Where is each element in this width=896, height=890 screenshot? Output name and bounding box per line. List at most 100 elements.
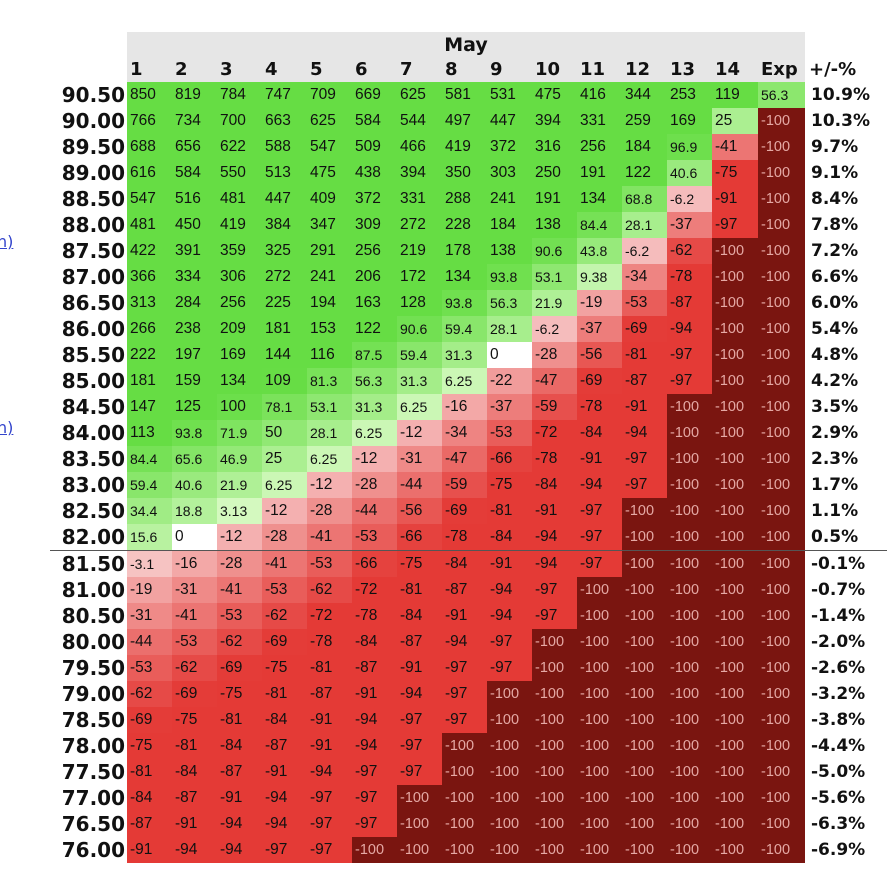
heatmap-cell: 78.1 [262,394,307,420]
heatmap-cell: -97 [397,733,442,759]
heatmap-cell: -100 [622,811,667,837]
heatmap-cell: 81.3 [307,368,352,394]
heatmap-cell: -100 [577,733,622,759]
heatmap-cell: 21.9 [217,472,262,498]
heatmap-cell: -12 [352,446,397,472]
heatmap-cell: -37 [487,394,532,420]
heatmap-cell: -84 [532,472,577,498]
price-row: 84.00 113 93.8 71.9 50 28.1 6.25 -12 -34 -53 -72 -8… [50,420,887,446]
pct-change-label: 3.5% [805,394,887,420]
corner-blank [50,32,127,56]
heatmap-cell: -100 [577,785,622,811]
heatmap-cell: 309 [352,212,397,238]
heatmap-cell: 497 [442,108,487,134]
heatmap-cell: 306 [217,264,262,290]
heatmap-cell: 450 [172,212,217,238]
heatmap-cell: -78 [532,446,577,472]
heatmap-cell: -100 [712,603,758,629]
heatmap-cell: -100 [667,498,712,524]
heatmap-cell: -100 [667,837,712,863]
heatmap-cell: -100 [758,655,805,681]
pct-change-label: 8.4% [805,186,887,212]
heatmap-cell: -100 [712,420,758,446]
heatmap-cell: -100 [487,837,532,863]
heatmap-cell: 850 [127,82,172,108]
heatmap-cell: 438 [352,160,397,186]
heatmap-cell: -97 [712,212,758,238]
heatmap-cell: 475 [532,82,577,108]
heatmap-cell: -91 [487,550,532,577]
heatmap-cell: -47 [442,446,487,472]
heatmap-cell: -81 [622,342,667,368]
price-label: 76.50 [61,812,125,836]
heatmap-cell: 15.6 [127,524,172,551]
edge-link[interactable]: n) [0,232,14,251]
price-row: 85.00 181 159 134 109 81.3 56.3 31.3 6.25 -22 -47-… [50,368,887,394]
heatmap-cell: 544 [397,108,442,134]
heatmap-cell: -84 [577,420,622,446]
heatmap-cell: -100 [442,785,487,811]
heatmap-cell: -100 [712,837,758,863]
month-header-row: May [50,32,887,56]
heatmap-cell: -100 [577,681,622,707]
heatmap-cell: -81 [397,577,442,603]
heatmap-cell: -97 [307,811,352,837]
heatmap-cell: 109 [262,368,307,394]
pct-change-label: -2.0% [805,629,887,655]
column-header: 10 [532,56,577,82]
price-label: 80.00 [61,630,125,654]
heatmap-cell: -100 [712,498,758,524]
heatmap-cell: 366 [127,264,172,290]
corner-blank [50,56,127,82]
pct-change-label: 9.1% [805,160,887,186]
heatmap-cell: -100 [712,759,758,785]
column-header: 2 [172,56,217,82]
heatmap-cell: -97 [667,368,712,394]
heatmap-cell: 238 [172,316,217,342]
heatmap-cell: 588 [262,134,307,160]
heatmap-cell: 18.8 [172,498,217,524]
heatmap-cell: -41 [307,524,352,551]
heatmap-cell: -94 [487,603,532,629]
heatmap-cell: 6.25 [397,394,442,420]
heatmap-cell: 21.9 [532,290,577,316]
heatmap-cell: -75 [172,707,217,733]
heatmap-cell: -97 [352,811,397,837]
heatmap-cell: -100 [712,655,758,681]
heatmap-cell: -62 [667,238,712,264]
heatmap-cell: -78 [307,629,352,655]
heatmap-cell: -75 [217,681,262,707]
price-row: 90.00 766 734 700 663 625 584 544 497 447 394 331 25… [50,108,887,134]
heatmap-cell: -12 [307,472,352,498]
heatmap-cell: -62 [172,655,217,681]
edge-link[interactable]: n) [0,418,14,437]
heatmap-cell: 100 [217,394,262,420]
heatmap-cell: -91 [577,446,622,472]
heatmap-cell: 138 [532,212,577,238]
heatmap-cell: 84.4 [577,212,622,238]
pct-change-label: 5.4% [805,316,887,342]
heatmap-cell: 206 [352,264,397,290]
heatmap-cell: 253 [667,82,712,108]
heatmap-cell: -100 [758,603,805,629]
pct-change-label: 4.2% [805,368,887,394]
heatmap-cell: 181 [262,316,307,342]
heatmap-cell: 584 [352,108,397,134]
heatmap-cell: 197 [172,342,217,368]
heatmap-cell: -87 [262,733,307,759]
heatmap-cell: -100 [758,316,805,342]
heatmap-cell: 241 [487,186,532,212]
heatmap-cell: -100 [397,837,442,863]
heatmap-cell: -100 [758,212,805,238]
heatmap-cell: -28 [262,524,307,551]
heatmap-cell: -100 [577,577,622,603]
heatmap-cell: -53 [307,550,352,577]
heatmap-cell: -78 [577,394,622,420]
heatmap-cell: -31 [397,446,442,472]
pct-change-label: -3.2% [805,681,887,707]
heatmap-cell: -100 [758,811,805,837]
heatmap-cell: 116 [307,342,352,368]
heatmap-cell: -97 [307,837,352,863]
heatmap-cell: 256 [577,134,622,160]
heatmap-cell: 394 [397,160,442,186]
